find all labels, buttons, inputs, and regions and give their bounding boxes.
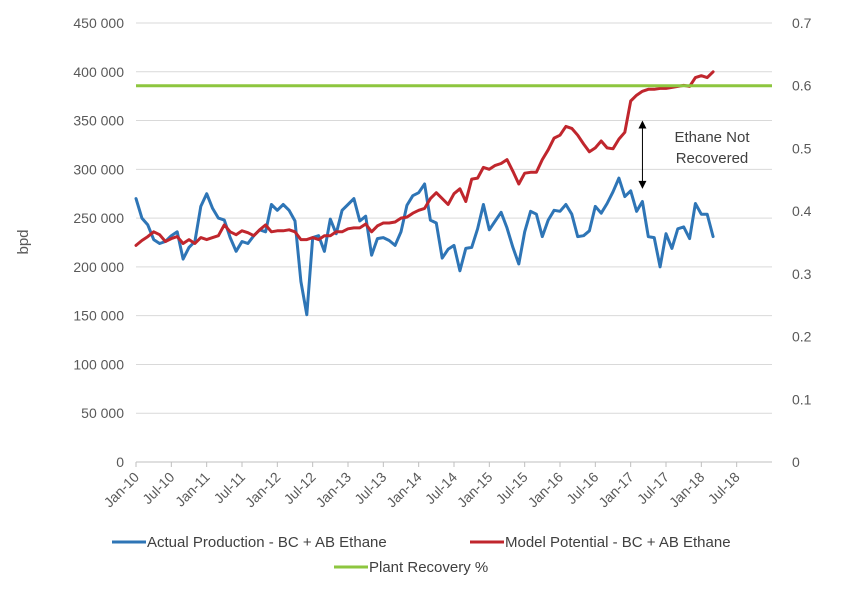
y-axis-title: bpd (15, 229, 32, 254)
legend: Actual Production - BC + AB Ethane Model … (112, 534, 731, 576)
y-left-tick-label: 400 000 (73, 64, 124, 80)
legend-actual-production-bc-ab-ethane: Actual Production - BC + AB Ethane (112, 534, 387, 551)
annotation-text-line: Recovered (676, 150, 749, 167)
gridlines (136, 22, 772, 414)
y-right-tick-label: 0.1 (792, 391, 812, 407)
legend-label: Model Potential - BC + AB Ethane (505, 534, 731, 551)
x-axis: Jan-10Jul-10Jan-11Jul-11Jan-12Jul-12Jan-… (101, 461, 772, 511)
y-left-tick-label: 150 000 (73, 308, 124, 324)
x-tick-label: Jan-10 (101, 469, 143, 511)
legend-plant-recovery: Plant Recovery % (334, 559, 488, 576)
x-tick-label: Jan-15 (454, 469, 496, 511)
y-right-tick-label: 0.2 (792, 329, 812, 345)
legend-label: Plant Recovery % (369, 559, 488, 576)
x-tick-label: Jan-14 (383, 469, 425, 511)
x-tick-label: Jan-16 (525, 469, 567, 511)
y-left-tick-label: 0 (116, 454, 124, 470)
x-tick-label: Jan-12 (242, 469, 284, 511)
y-left-tick-label: 450 000 (73, 15, 124, 31)
series-lines (134, 70, 772, 317)
legend-label: Actual Production - BC + AB Ethane (147, 534, 387, 551)
x-tick-label: Jul-10 (139, 469, 177, 507)
x-tick-label: Jul-14 (422, 469, 460, 507)
left-axis-ticks: 0 50 000 100 000 150 000 200 000 250 000 300 0… (73, 15, 124, 470)
x-tick-label: Jul-15 (493, 469, 531, 507)
annotation-arrow-head-down (638, 180, 647, 189)
y-left-tick-label: 100 000 (73, 356, 124, 372)
x-tick-label: Jan-18 (666, 469, 708, 511)
y-left-tick-label: 300 000 (73, 161, 124, 177)
y-right-tick-label: 0.6 (792, 78, 812, 94)
y-left-tick-label: 50 000 (81, 405, 124, 421)
x-tick-label: Jul-12 (281, 469, 319, 507)
x-tick-label: Jan-17 (595, 469, 637, 511)
x-tick-label: Jul-17 (634, 469, 672, 507)
y-left-tick-label: 200 000 (73, 259, 124, 275)
x-tick-label: Jul-13 (351, 469, 389, 507)
x-tick-label: Jul-18 (705, 469, 743, 507)
annotation-text-line: Ethane Not (674, 129, 750, 146)
series-actual-production-bc-ab-ethane (134, 176, 715, 317)
right-axis-ticks: 0 0.1 0.2 0.3 0.4 0.5 0.6 0.7 (792, 15, 812, 470)
x-tick-label: Jul-16 (563, 469, 601, 507)
annotation-arrow-head-up (638, 120, 647, 129)
x-tick-label: Jan-11 (172, 469, 213, 510)
x-tick-label: Jan-13 (313, 469, 355, 511)
y-right-tick-label: 0.5 (792, 140, 812, 156)
y-left-tick-label: 250 000 (73, 210, 124, 226)
y-right-tick-label: 0.3 (792, 266, 812, 282)
y-left-tick-label: 350 000 (73, 113, 124, 129)
annotation: Ethane Not Recovered (638, 120, 750, 189)
y-right-tick-label: 0.4 (792, 203, 812, 219)
series-model-potential-bc-ab-ethane (134, 70, 715, 247)
y-right-tick-label: 0 (792, 454, 800, 470)
legend-model-potential-bc-ab-ethane: Model Potential - BC + AB Ethane (470, 534, 731, 551)
y-right-tick-label: 0.7 (792, 15, 812, 31)
